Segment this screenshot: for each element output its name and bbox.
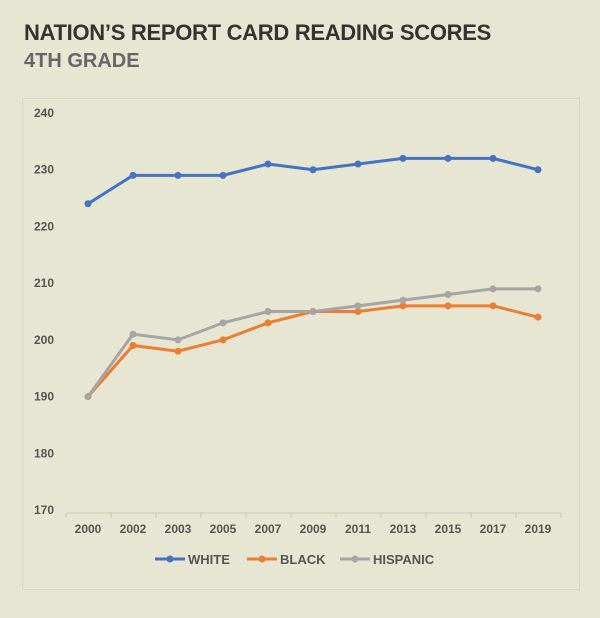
legend-label-white: WHITE (188, 552, 230, 567)
data-point-hispanic (174, 336, 182, 344)
y-tick-label: 230 (34, 163, 54, 177)
data-point-hispanic (534, 285, 542, 293)
x-tick-label: 2007 (255, 522, 282, 536)
data-point-black (354, 308, 362, 315)
y-tick-label: 190 (34, 390, 54, 404)
data-point-hispanic (444, 290, 452, 298)
data-point-hispanic (219, 319, 227, 327)
x-tick-label: 2015 (435, 522, 462, 536)
legend-marker-hispanic (351, 555, 359, 563)
chart-area (22, 98, 580, 590)
x-tick-label: 2005 (210, 522, 237, 536)
data-point-white (354, 160, 362, 168)
y-tick-label: 170 (34, 503, 54, 517)
data-point-white (264, 160, 272, 168)
data-point-hispanic (489, 285, 497, 293)
data-point-white (444, 154, 452, 162)
x-tick-label: 2019 (525, 522, 552, 536)
x-tick-label: 2000 (75, 522, 102, 536)
legend-marker-black (258, 555, 266, 563)
series-line-black (86, 304, 539, 398)
data-point-hispanic (399, 296, 407, 304)
data-point-white (129, 171, 137, 179)
data-point-black (534, 313, 542, 321)
data-point-black (264, 319, 272, 327)
legend-marker-white (166, 555, 174, 563)
data-point-white (174, 171, 182, 179)
x-tick-label: 2013 (390, 522, 417, 536)
data-point-hispanic (264, 308, 272, 315)
data-point-black (489, 302, 497, 310)
chart-subtitle: 4TH GRADE (24, 50, 140, 72)
data-point-black (444, 302, 452, 310)
data-point-black (129, 342, 137, 350)
data-point-white (219, 171, 227, 179)
x-tick-label: 2003 (165, 522, 192, 536)
data-point-white (489, 154, 497, 162)
data-point-white (309, 166, 317, 174)
data-point-hispanic (84, 393, 92, 401)
data-point-white (84, 200, 92, 208)
data-point-hispanic (354, 302, 362, 310)
legend-label-black: BLACK (280, 552, 326, 567)
x-tick-label: 2017 (480, 522, 507, 536)
y-tick-label: 220 (34, 219, 54, 233)
data-point-black (219, 336, 227, 344)
data-point-black (174, 347, 182, 355)
data-point-black (399, 302, 407, 310)
y-tick-label: 240 (34, 106, 54, 120)
data-point-white (399, 154, 407, 162)
y-tick-label: 210 (34, 276, 54, 290)
data-point-white (534, 166, 542, 174)
x-tick-label: 2011 (345, 522, 371, 536)
y-tick-label: 180 (34, 446, 54, 460)
x-tick-label: 2002 (120, 522, 147, 536)
data-point-hispanic (309, 308, 317, 315)
legend-label-hispanic: HISPANIC (373, 552, 435, 567)
x-tick-label: 2009 (300, 522, 327, 536)
series-line-white (87, 156, 539, 206)
data-point-hispanic (129, 330, 137, 338)
y-tick-label: 200 (34, 333, 54, 347)
chart-title: NATION’S REPORT CARD READING SCORES (24, 20, 492, 45)
